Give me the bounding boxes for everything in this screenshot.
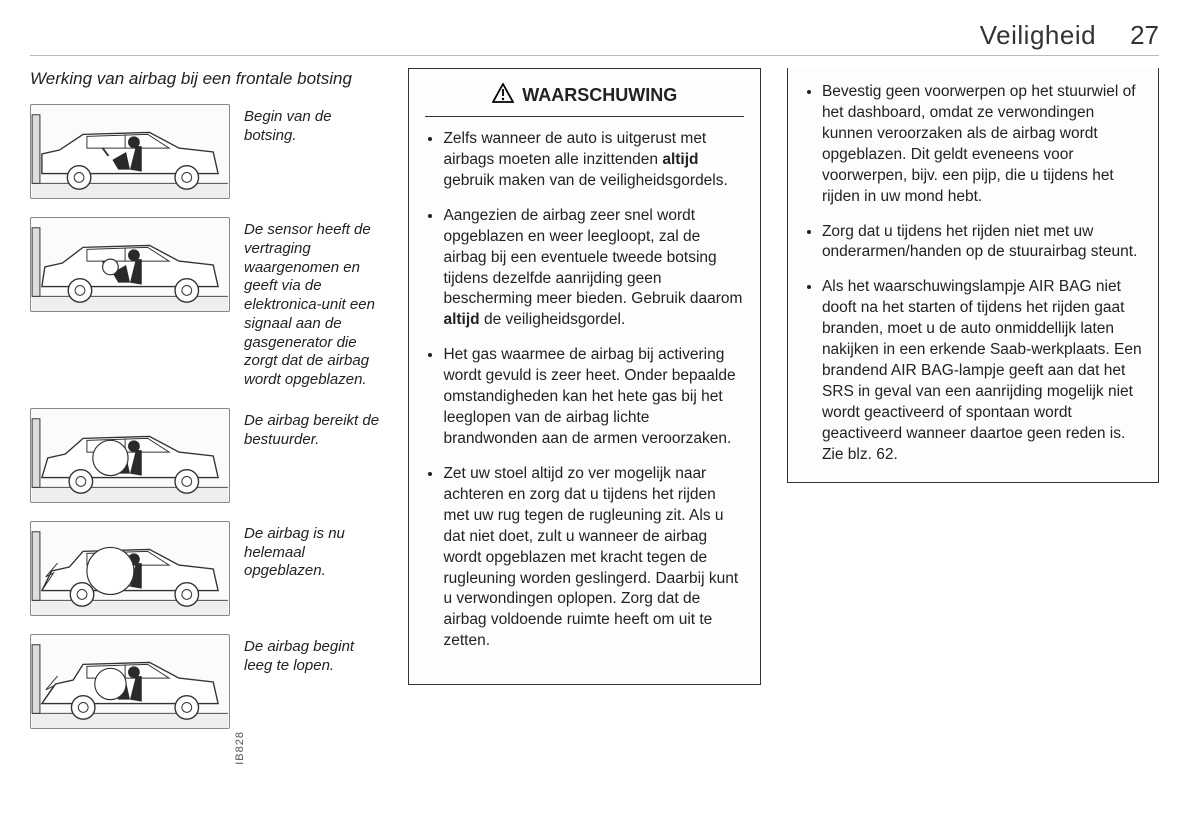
- warning-title: WAARSCHUWING: [522, 85, 677, 106]
- car-diagram: [30, 408, 230, 503]
- car-diagram: [30, 521, 230, 616]
- middle-column: WAARSCHUWING Zelfs wanneer de auto is ui…: [408, 68, 760, 765]
- step-caption: De airbag bereikt de bestuurder.: [244, 408, 382, 450]
- step-caption: De airbag begint leeg te lopen.: [244, 634, 382, 676]
- airbag-step: De airbag bereikt de bestuurder.: [30, 408, 382, 503]
- step-caption: Begin van de botsing.: [244, 104, 382, 146]
- warning-bullet: Het gas waarmee de airbag bij activering…: [443, 345, 743, 450]
- page-number: 27: [1130, 20, 1159, 51]
- right-warning-box: Bevestig geen voorwerpen op het stuurwie…: [787, 68, 1159, 483]
- left-title: Werking van airbag bij een frontale bots…: [30, 68, 382, 90]
- airbag-step: De sensor heeft de vertraging waargenome…: [30, 217, 382, 390]
- car-diagram: [30, 104, 230, 199]
- warning-bullet-list: Zelfs wanneer de auto is uitgerust met a…: [425, 129, 743, 652]
- step-caption: De airbag is nu helemaal opgeblazen.: [244, 521, 382, 581]
- warning-triangle-icon: [492, 83, 514, 108]
- airbag-step: Begin van de botsing.: [30, 104, 382, 199]
- car-diagram: [30, 217, 230, 312]
- right-bullet: Zorg dat u tijdens het rijden niet met u…: [822, 222, 1142, 264]
- right-bullet: Bevestig geen voorwerpen op het stuurwie…: [822, 82, 1142, 208]
- page-header: Veiligheid 27: [30, 20, 1159, 56]
- right-column: Bevestig geen voorwerpen op het stuurwie…: [787, 68, 1159, 765]
- airbag-step: De airbag begint leeg te lopen.: [30, 634, 382, 729]
- warning-bullet: Aangezien de airbag zeer snel wordt opge…: [443, 206, 743, 332]
- step-caption: De sensor heeft de vertraging waargenome…: [244, 217, 382, 390]
- warning-header: WAARSCHUWING: [425, 83, 743, 117]
- warning-bullet: Zelfs wanneer de auto is uitgerust met a…: [443, 129, 743, 192]
- warning-bullet: Zet uw stoel altijd zo ver mogelijk naar…: [443, 464, 743, 652]
- left-column: Werking van airbag bij een frontale bots…: [30, 68, 382, 765]
- section-title: Veiligheid: [980, 20, 1096, 51]
- warning-box: WAARSCHUWING Zelfs wanneer de auto is ui…: [408, 68, 760, 685]
- right-bullet: Als het waarschuwingslampje AIR BAG niet…: [822, 277, 1142, 465]
- right-bullet-list: Bevestig geen voorwerpen op het stuurwie…: [804, 68, 1142, 466]
- airbag-step: De airbag is nu helemaal opgeblazen.: [30, 521, 382, 616]
- image-code: IB828: [234, 731, 246, 765]
- car-diagram: [30, 634, 230, 729]
